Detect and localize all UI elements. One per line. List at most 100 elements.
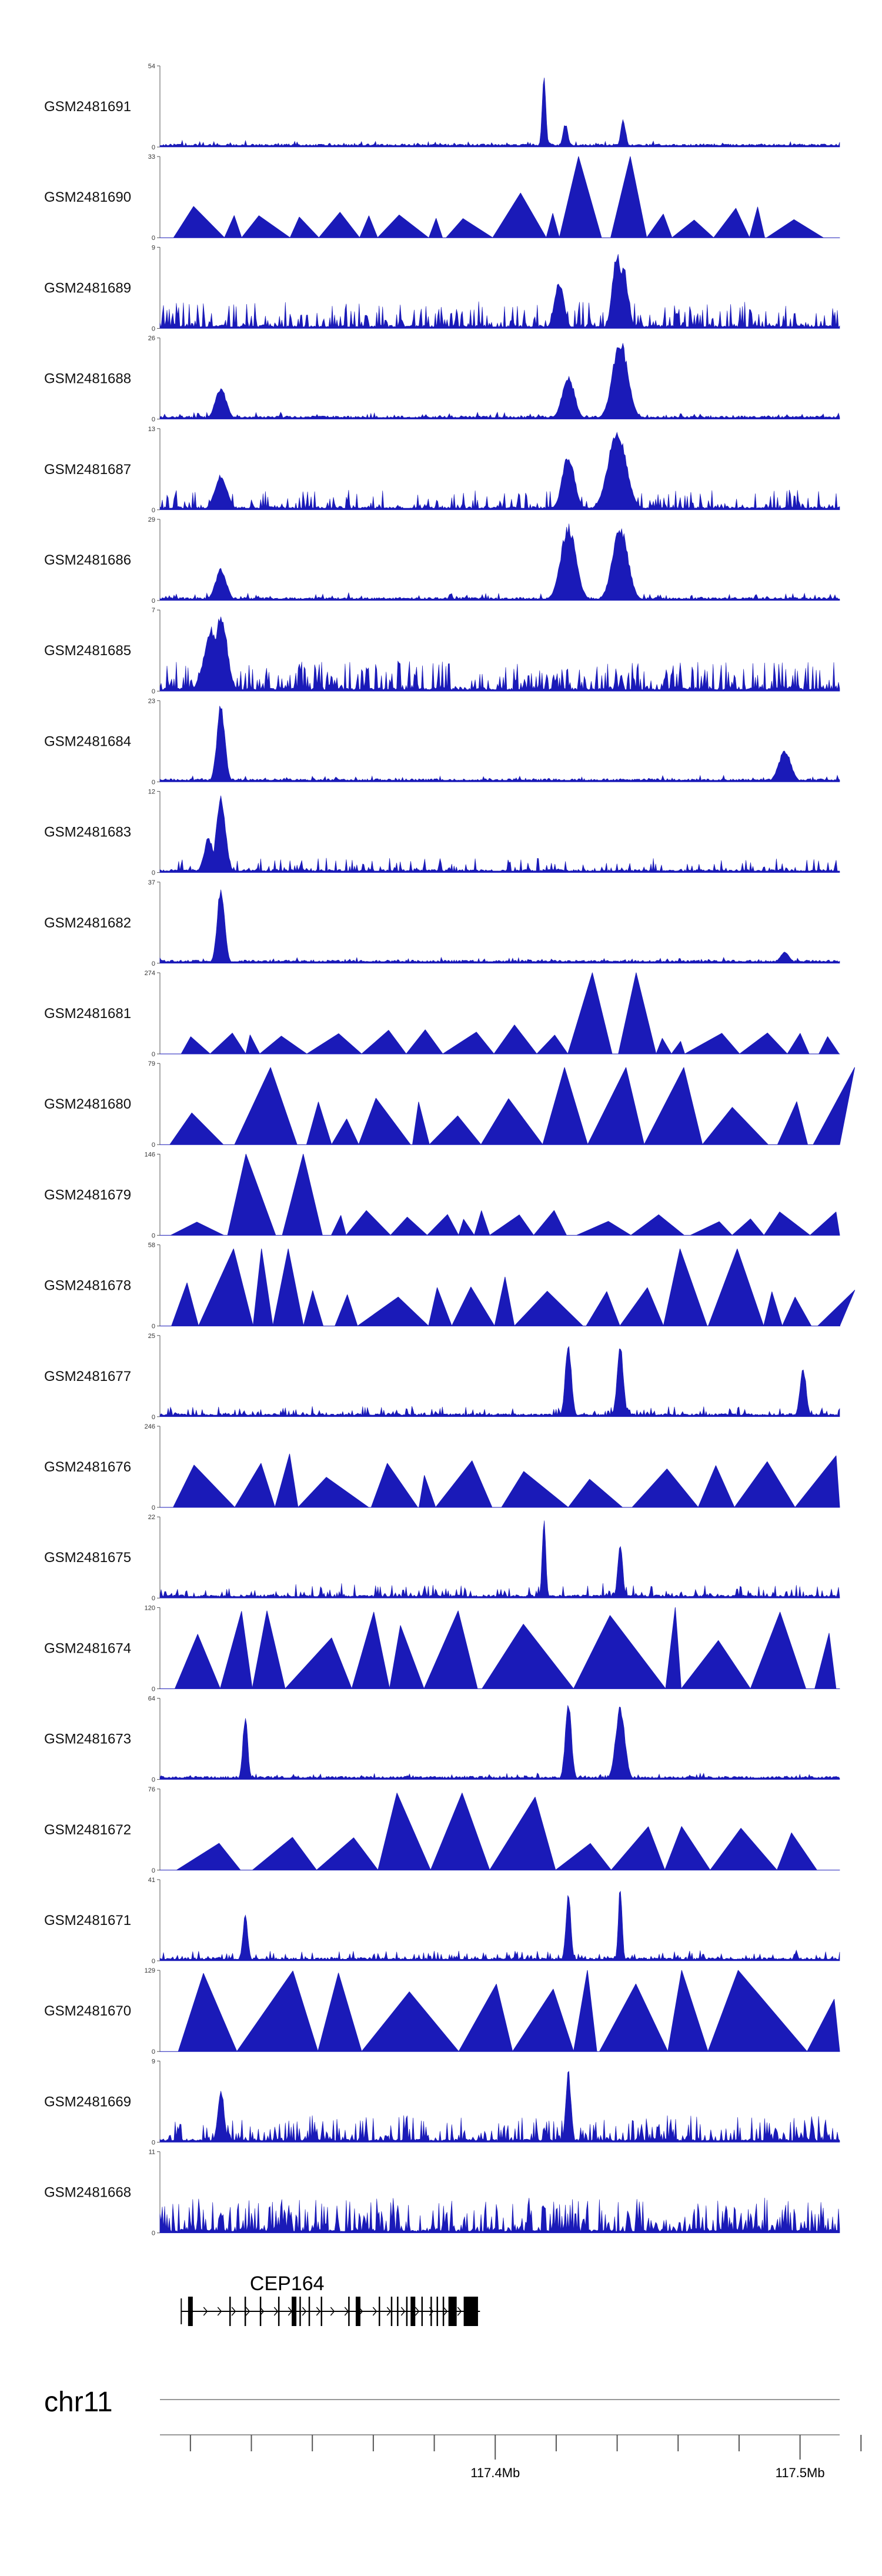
strand-arrow-icon — [273, 2307, 279, 2316]
y-max-label: 58 — [148, 1242, 155, 1249]
strand-arrow-icon — [245, 2307, 250, 2316]
y-zero-label: 0 — [152, 960, 155, 967]
x-tick-label: 117.5Mb — [776, 2465, 825, 2480]
track-label: GSM2481691 — [44, 99, 131, 115]
track-label: GSM2481688 — [44, 371, 131, 387]
track-GSM2481679: GSM2481679 146 0 — [44, 1151, 840, 1239]
signal-area — [159, 77, 840, 148]
strand-arrow-icon — [415, 2307, 420, 2316]
y-max-label: 11 — [149, 2149, 155, 2156]
track-GSM2481668: GSM2481668 11 0 — [44, 2149, 840, 2237]
y-max-label: 274 — [145, 970, 155, 977]
track-label: GSM2481678 — [44, 1278, 131, 1294]
signal-area — [159, 972, 840, 1055]
strand-arrow-icon — [386, 2307, 392, 2316]
track-label: GSM2481690 — [44, 189, 131, 205]
y-zero-label: 0 — [152, 1323, 155, 1330]
gene-exon — [320, 2297, 322, 2326]
y-zero-label: 0 — [152, 1686, 155, 1693]
strand-arrow-icon — [372, 2307, 377, 2316]
track-label: GSM2481681 — [44, 1006, 131, 1022]
strand-arrow-icon — [231, 2307, 236, 2316]
gene-exon — [259, 2297, 262, 2326]
track-GSM2481672: GSM2481672 76 0 — [44, 1786, 840, 1874]
track-GSM2481683: GSM2481683 12 0 — [44, 789, 840, 877]
track-GSM2481669: GSM2481669 9 0 — [44, 2058, 840, 2146]
gene-exon — [292, 2297, 297, 2326]
track-label: GSM2481680 — [44, 1096, 131, 1112]
y-zero-label: 0 — [152, 1867, 155, 1874]
track-GSM2481682: GSM2481682 37 0 — [44, 879, 840, 967]
y-zero-label: 0 — [152, 1051, 155, 1058]
signal-area — [159, 616, 840, 692]
y-max-label: 9 — [152, 244, 155, 251]
track-label: GSM2481670 — [44, 2003, 131, 2019]
signal-area — [159, 1067, 855, 1145]
y-max-label: 79 — [148, 1060, 155, 1067]
track-label: GSM2481684 — [44, 733, 131, 749]
gene-exon — [299, 2297, 301, 2326]
y-max-label: 54 — [148, 63, 155, 70]
signal-area — [159, 432, 840, 510]
strand-arrow-icon — [443, 2307, 448, 2316]
track-label: GSM2481686 — [44, 552, 131, 568]
track-GSM2481673: GSM2481673 64 0 — [44, 1696, 840, 1784]
signal-area — [159, 254, 840, 329]
y-zero-label: 0 — [152, 688, 155, 695]
gene-exon — [442, 2297, 445, 2326]
track-GSM2481675: GSM2481675 22 0 — [44, 1514, 840, 1602]
signal-area — [159, 1793, 840, 1871]
y-max-label: 76 — [148, 1786, 155, 1793]
track-label: GSM2481685 — [44, 643, 131, 659]
signal-area — [159, 1249, 856, 1327]
strand-arrow-icon — [316, 2307, 321, 2316]
y-zero-label: 0 — [152, 416, 155, 423]
track-label: GSM2481675 — [44, 1550, 131, 1566]
track-label: GSM2481672 — [44, 1822, 131, 1838]
strand-arrow-icon — [217, 2307, 222, 2316]
signal-area — [159, 1453, 840, 1508]
y-zero-label: 0 — [152, 507, 155, 514]
track-label: GSM2481687 — [44, 462, 131, 478]
strand-arrow-icon — [330, 2307, 335, 2316]
gene-name-label: CEP164 — [250, 2273, 325, 2295]
gene-exon — [229, 2297, 231, 2326]
track-GSM2481676: GSM2481676 246 0 — [44, 1423, 840, 1511]
gene-exon — [188, 2297, 193, 2326]
y-zero-label: 0 — [152, 2048, 155, 2056]
signal-area — [159, 156, 840, 238]
signal-area — [159, 1520, 840, 1599]
strand-arrow-icon — [203, 2307, 208, 2316]
track-GSM2481691: GSM2481691 54 0 — [44, 63, 840, 151]
y-zero-label: 0 — [152, 2230, 155, 2237]
chromosome-label: chr11 — [44, 2387, 113, 2418]
signal-area — [159, 706, 840, 782]
gene-model: CEP164 — [181, 2273, 480, 2326]
track-label: GSM2481689 — [44, 280, 131, 296]
y-zero-label: 0 — [152, 779, 155, 786]
signal-area — [159, 889, 840, 964]
y-max-label: 37 — [148, 879, 155, 886]
x-tick-label: 117.4Mb — [470, 2465, 520, 2480]
track-label: GSM2481683 — [44, 825, 131, 840]
gene-exon — [390, 2297, 393, 2326]
y-max-label: 64 — [148, 1696, 155, 1703]
y-max-label: 33 — [148, 154, 155, 161]
track-GSM2481680: GSM2481680 79 0 — [44, 1060, 855, 1149]
track-label: GSM2481673 — [44, 1731, 131, 1747]
track-label: GSM2481668 — [44, 2185, 131, 2201]
y-max-label: 26 — [148, 335, 155, 342]
gene-exon — [308, 2297, 310, 2326]
y-max-label: 41 — [148, 1877, 155, 1884]
y-zero-label: 0 — [152, 1232, 155, 1239]
gene-exon — [448, 2297, 457, 2326]
genome-axis: chr11 117.4Mb 117.5Mb — [44, 2387, 862, 2480]
strand-arrow-icon — [302, 2307, 307, 2316]
signal-area — [159, 343, 840, 419]
signal-area — [159, 1153, 840, 1236]
track-GSM2481690: GSM2481690 33 0 — [44, 154, 840, 242]
track-label: GSM2481682 — [44, 915, 131, 931]
signal-area — [159, 1705, 840, 1780]
y-max-label: 146 — [145, 1151, 155, 1158]
